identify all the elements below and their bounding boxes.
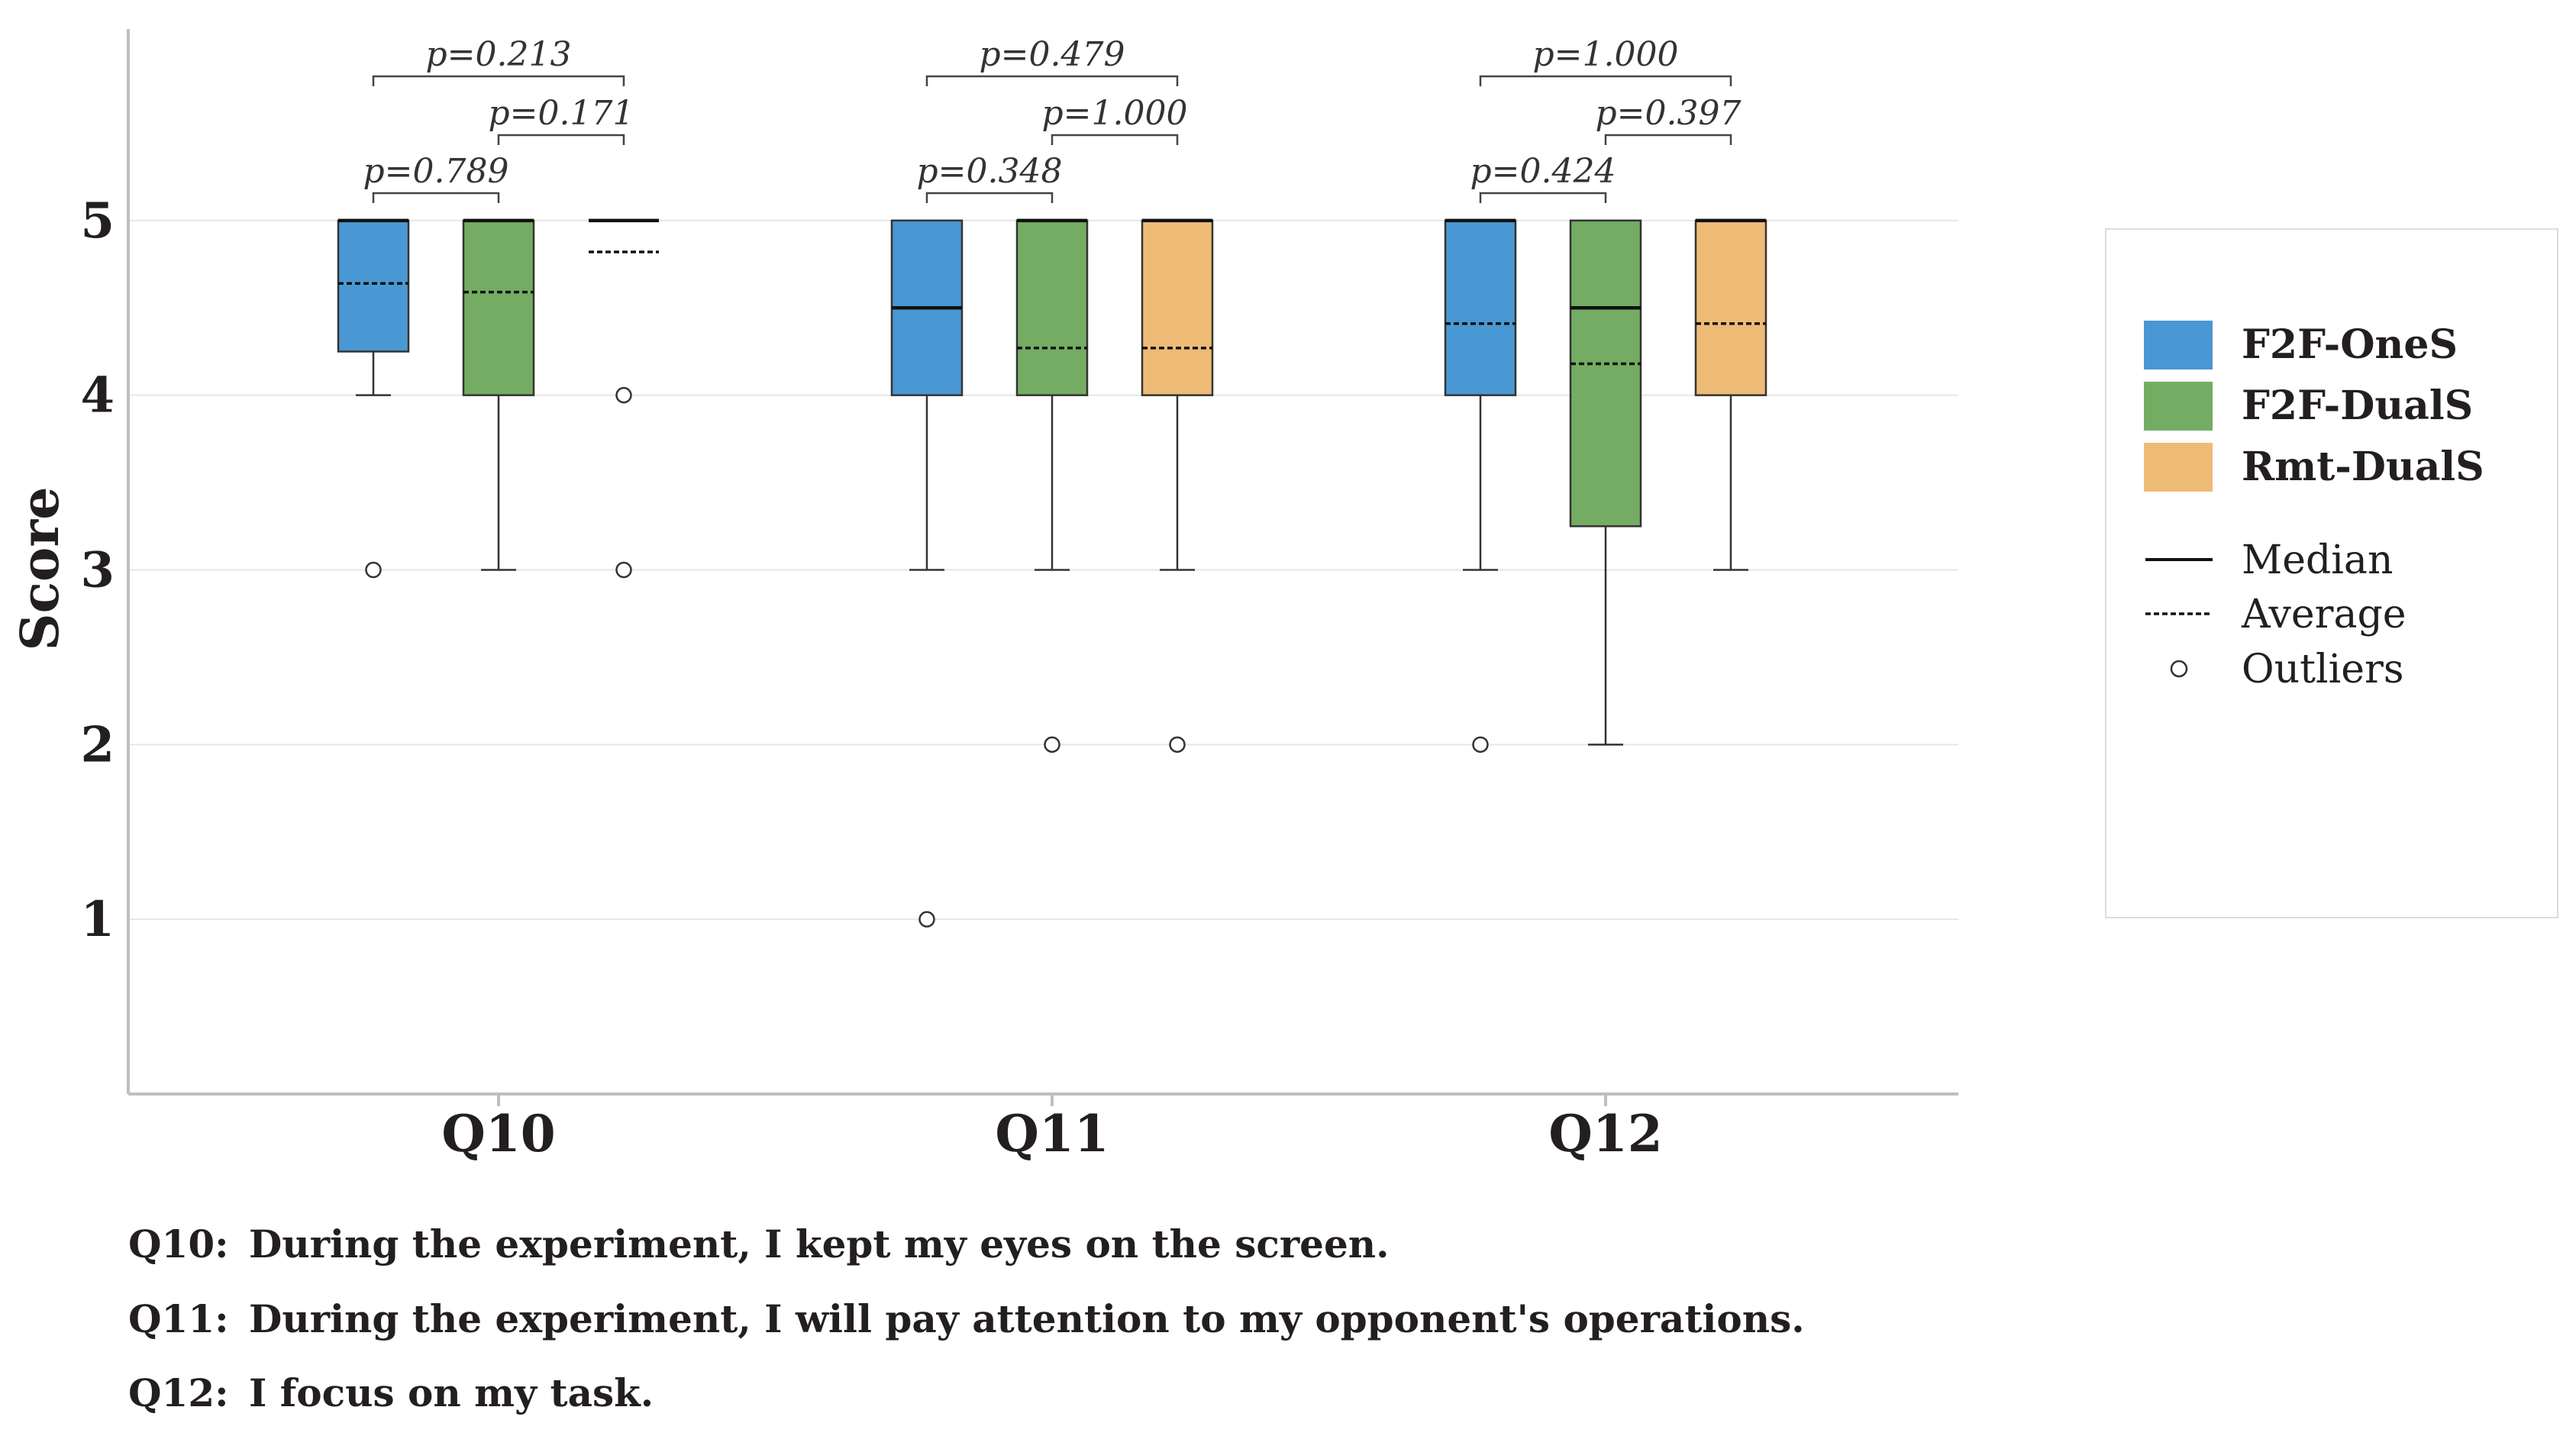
significance-bracket [1479,192,1607,203]
outlier-point [1169,736,1186,753]
significance-bracket [372,192,500,203]
question-text: During the experiment, I kept my eyes on… [249,1221,1390,1267]
x-tick-label: Q10 [441,1104,555,1163]
outlier-point [615,561,632,579]
box-q10-f2f-ones [337,218,410,579]
box-iqr [1015,219,1089,396]
legend-swatch-f2f-duals [2144,382,2213,431]
legend-swatch-f2f-ones [2144,321,2213,369]
y-tick-label: 3 [80,542,115,599]
question-text: During the experiment, I will pay attent… [249,1296,1805,1341]
y-tick-label: 5 [80,192,115,250]
y-axis-label: Score [10,487,71,651]
box-q11-rmt-duals [1141,218,1214,753]
box-q11-f2f-ones [890,219,964,928]
y-tick-labels: 1 2 3 4 5 [80,192,115,948]
outlier-point [615,386,632,404]
y-tick-label: 2 [80,716,115,773]
question-q10: Q10: During the experiment, I kept my eye… [128,1221,1390,1267]
p-value-label: p=0.479 [980,35,1125,74]
outlier-point [365,561,382,579]
x-tick-labels: Q10 Q11 Q12 [441,1104,1662,1163]
legend-label: F2F-DualS [2242,382,2473,429]
legend-outlier-symbol [2170,660,2188,678]
p-value-label: p=0.789 [363,152,509,191]
box-q10-rmt-duals [589,218,659,579]
p-value-label: p=0.213 [426,35,572,74]
box-q12-f2f-ones [1444,218,1517,753]
axes [127,29,1958,1106]
legend-label: Median [2242,537,2393,583]
legend-label: Rmt-DualS [2242,444,2484,490]
outlier-point [1472,736,1489,753]
legend: F2F-OneS F2F-DualS Rmt-DualS Median Average O… [2105,228,2558,918]
legend-label: F2F-OneS [2242,321,2458,368]
significance-bracket [925,192,1054,203]
question-q12: Q12: I focus on my task. [128,1370,654,1415]
legend-label: Outliers [2242,647,2404,692]
box-iqr [1694,219,1767,396]
box-q10-f2f-duals [462,218,535,571]
significance-bracket [497,134,625,145]
question-text: I focus on my task. [249,1370,654,1415]
box-iqr [1141,219,1214,396]
box-iqr [337,219,410,353]
legend-label: Average [2241,592,2407,637]
p-value-label: p=0.397 [1596,94,1742,133]
x-tick-label: Q11 [995,1104,1109,1163]
p-value-label: p=1.000 [1533,35,1679,74]
question-id: Q11: [128,1296,229,1341]
p-value-label: p=1.000 [1042,94,1188,133]
box-q12-f2f-duals [1569,219,1642,746]
p-value-label: p=0.171 [489,94,634,133]
y-tick-label: 1 [80,891,115,948]
significance-bracket [925,75,1179,86]
boxes [337,218,1767,928]
question-q11: Q11: During the experiment, I will pay at… [128,1296,1805,1341]
x-tick-label: Q12 [1548,1104,1662,1163]
box-iqr [1569,219,1642,528]
box-q12-rmt-duals [1694,218,1767,571]
question-id: Q10: [128,1221,229,1267]
question-id: Q12: [128,1370,229,1415]
p-value-label: p=0.348 [917,152,1063,191]
outlier-point [1044,736,1060,753]
box-q11-f2f-duals [1015,218,1089,753]
p-value-label: p=0.424 [1470,152,1616,191]
legend-swatch-rmt-duals [2144,443,2213,492]
significance-bracket [1479,75,1732,86]
y-tick-label: 4 [80,367,115,424]
box-iqr [462,219,535,396]
significance-bracket [1604,134,1732,145]
significance-annotations: p=0.213 p=0.171 p=0.789 p=0.479 p=1.000 p=0.3… [363,35,1742,203]
significance-bracket [372,75,625,86]
outlier-point [918,911,935,928]
box-iqr [1444,219,1517,396]
significance-bracket [1051,134,1179,145]
